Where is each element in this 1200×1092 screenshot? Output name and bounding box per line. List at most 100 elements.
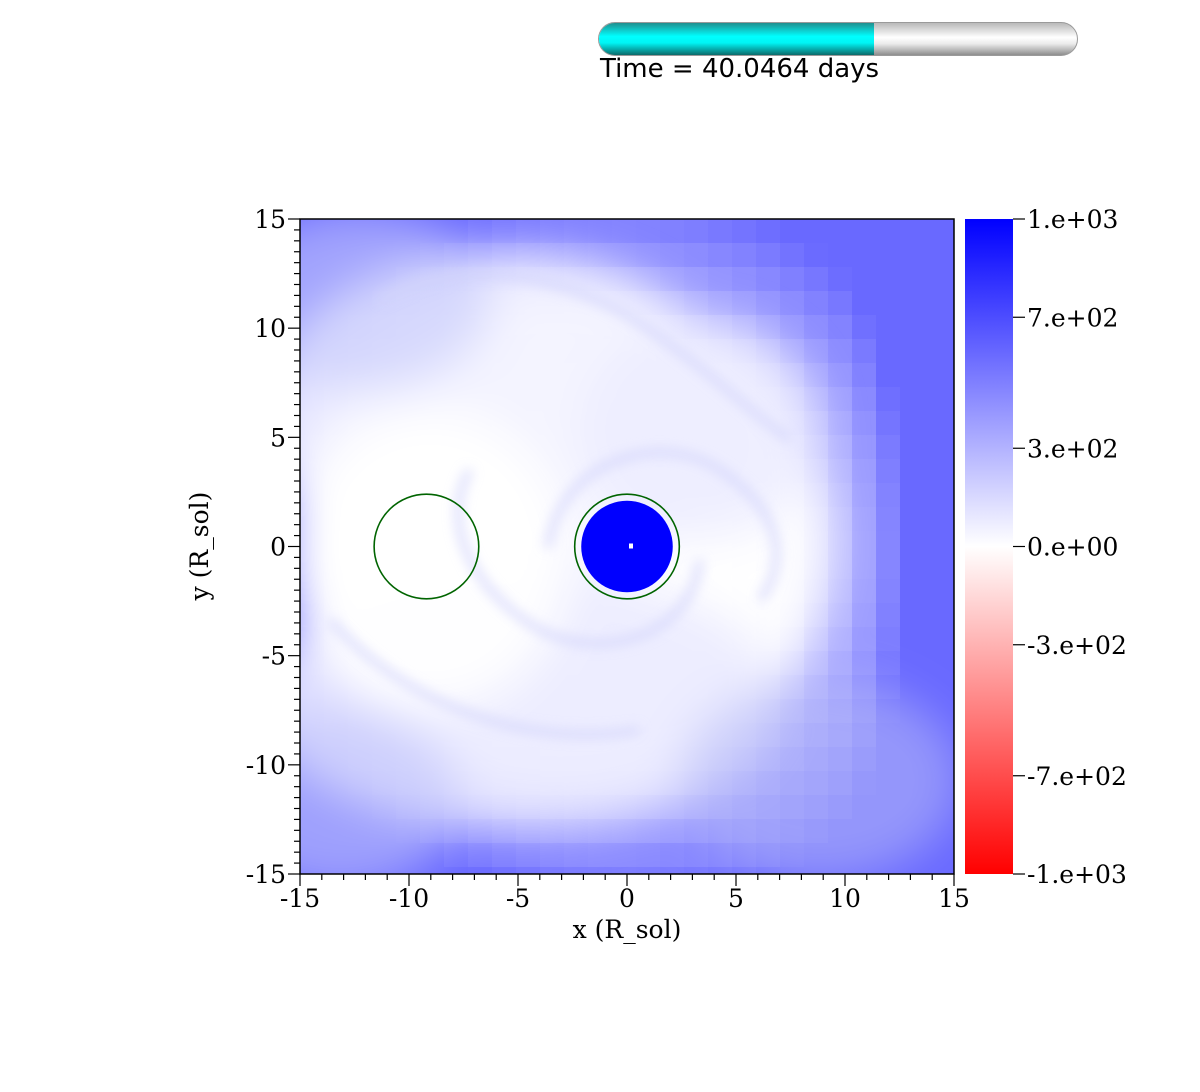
field-cell (924, 363, 949, 388)
field-cell (900, 507, 925, 532)
star-core (581, 500, 673, 593)
field-cell (852, 627, 877, 652)
field-cell (876, 483, 901, 508)
field-cell (924, 267, 949, 292)
y-tick-label: 5 (270, 423, 286, 452)
field-cell (876, 507, 901, 532)
field-cell (660, 843, 685, 868)
field-cell (924, 531, 949, 556)
field-cell (948, 435, 954, 460)
colorbar-axis: 1.e+03 7.e+02 3.e+02 0.e+00 -3.e+02 -7.e+02 -1… (1013, 205, 1127, 889)
field-cell (756, 291, 781, 316)
field-cell (876, 459, 901, 484)
field-cell (492, 843, 517, 868)
x-tick-label: -10 (389, 884, 429, 913)
field-cell (756, 243, 781, 268)
field-cell (660, 243, 685, 268)
field-cell (852, 555, 877, 580)
field-cell (660, 867, 685, 874)
field-cell (876, 243, 901, 268)
field-cell (876, 219, 901, 244)
field-cell (804, 243, 829, 268)
field-cell (732, 243, 757, 268)
y-tick-label: -10 (246, 751, 286, 780)
field-cell (780, 243, 805, 268)
field-cell (612, 243, 637, 268)
field-cell (876, 603, 901, 628)
field-cell (636, 867, 661, 874)
field-cell (540, 219, 565, 244)
field-cell (924, 579, 949, 604)
field-cell (828, 627, 853, 652)
field-cell (684, 291, 709, 316)
field-cell (924, 219, 949, 244)
field-cell (684, 867, 709, 874)
field-cell (852, 315, 877, 340)
field-cell (900, 579, 925, 604)
field-cell (708, 243, 733, 268)
field-cell (828, 411, 853, 436)
field-cell (612, 819, 637, 844)
field-cell (876, 291, 901, 316)
field-cell (828, 339, 853, 364)
field-cell (708, 867, 733, 874)
field-cell (948, 555, 954, 580)
field-cell (780, 291, 805, 316)
field-cell (924, 243, 949, 268)
field-cell (588, 219, 613, 244)
field-cell (948, 651, 954, 676)
colorbar (965, 219, 1013, 874)
field-cell (444, 867, 469, 874)
field-cell (852, 507, 877, 532)
field-cell (948, 627, 954, 652)
field-cell (900, 531, 925, 556)
field-cell (948, 411, 954, 436)
field-cell (684, 843, 709, 868)
time-slider[interactable]: Time = 40.0464 days (598, 22, 1080, 92)
field-cell (732, 291, 757, 316)
field-cell (660, 219, 685, 244)
time-progress-bar[interactable] (598, 22, 1078, 56)
y-tick-label: 15 (254, 205, 286, 234)
y-axis-label: y (R_sol) (185, 492, 214, 602)
field-cell (636, 243, 661, 268)
x-axis-label: x (R_sol) (573, 915, 682, 944)
y-tick-label: -5 (262, 642, 286, 671)
field-cell (660, 267, 685, 292)
field-cell (924, 339, 949, 364)
field-cell (756, 219, 781, 244)
x-tick-label: 15 (938, 884, 970, 913)
field-cell (852, 411, 877, 436)
field-cell (876, 435, 901, 460)
field-cell (876, 579, 901, 604)
colorbar-tick-label: -3.e+02 (1027, 631, 1127, 660)
field-cell (828, 315, 853, 340)
field-cell (852, 219, 877, 244)
field-cell (876, 315, 901, 340)
field-cell (924, 603, 949, 628)
field-cell (876, 531, 901, 556)
field-cell (924, 459, 949, 484)
heatmap-field (300, 219, 954, 874)
field-cell (708, 291, 733, 316)
colorbar-tick-label: -7.e+02 (1027, 762, 1127, 791)
field-cell (900, 243, 925, 268)
field-cell (948, 867, 954, 874)
field-cell (924, 483, 949, 508)
field-cell (660, 819, 685, 844)
field-cell (852, 243, 877, 268)
field-cell (900, 219, 925, 244)
field-cell (828, 267, 853, 292)
x-tick-label: 10 (829, 884, 861, 913)
field-cell (900, 555, 925, 580)
field-cell (804, 339, 829, 364)
field-cell (780, 315, 805, 340)
y-tick-label: -15 (246, 860, 286, 889)
field-cell (492, 867, 517, 874)
x-tick-label: -15 (280, 884, 320, 913)
field-cell (828, 243, 853, 268)
field-cell (828, 459, 853, 484)
field-cell (948, 315, 954, 340)
field-cell (684, 267, 709, 292)
field-cell (828, 219, 853, 244)
